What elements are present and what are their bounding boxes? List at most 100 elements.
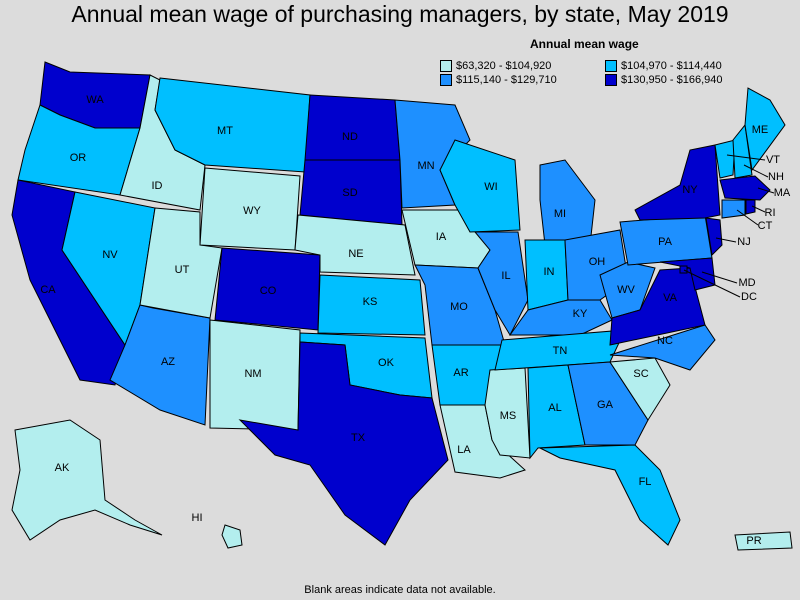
label-NE: NE xyxy=(348,248,363,260)
label-AK: AK xyxy=(55,462,70,474)
label-RI: RI xyxy=(765,207,776,219)
state-CT[interactable] xyxy=(721,199,746,219)
label-HI: HI xyxy=(192,512,203,524)
state-WV[interactable] xyxy=(599,261,656,319)
state-NY[interactable] xyxy=(634,144,721,221)
label-KY: KY xyxy=(573,308,588,320)
label-SC: SC xyxy=(633,368,648,380)
label-CT: CT xyxy=(758,220,773,232)
label-NJ: NJ xyxy=(737,236,750,248)
label-WV: WV xyxy=(617,284,635,296)
state-VT[interactable] xyxy=(714,139,736,179)
legend-item-3: $115,140 - $129,710 xyxy=(440,74,605,86)
label-PA: PA xyxy=(658,236,673,248)
label-ND: ND xyxy=(342,131,358,143)
state-ND[interactable] xyxy=(304,94,401,161)
label-WA: WA xyxy=(86,94,104,106)
label-WY: WY xyxy=(243,205,261,217)
label-NY: NY xyxy=(682,184,698,196)
leader-DC xyxy=(683,269,741,298)
legend-swatch-4 xyxy=(605,74,617,86)
label-AR: AR xyxy=(453,367,468,379)
label-NH: NH xyxy=(768,171,784,183)
state-NE[interactable] xyxy=(294,214,416,276)
label-IA: IA xyxy=(436,231,447,243)
label-MD: MD xyxy=(738,277,755,289)
leader-NH xyxy=(743,164,769,178)
label-NV: NV xyxy=(102,249,118,261)
label-CA: CA xyxy=(40,284,56,296)
state-AK[interactable] xyxy=(11,419,163,541)
label-SD: SD xyxy=(342,187,357,199)
legend-swatch-1 xyxy=(440,60,452,72)
map-title: Annual mean wage of purchasing managers,… xyxy=(71,1,729,27)
legend: Annual mean wage $63,320 - $104,920 $104… xyxy=(440,37,790,86)
legend-label-4: $130,950 - $166,940 xyxy=(621,74,723,86)
state-ME[interactable] xyxy=(744,87,786,172)
label-TX: TX xyxy=(351,432,366,444)
label-UT: UT xyxy=(175,264,190,276)
label-PR: PR xyxy=(746,535,761,547)
label-KS: KS xyxy=(363,296,378,308)
label-VT: VT xyxy=(766,154,780,166)
footnote: Blank areas indicate data not available. xyxy=(304,584,496,596)
label-CO: CO xyxy=(260,285,277,297)
label-MT: MT xyxy=(217,125,233,137)
label-NM: NM xyxy=(244,368,261,380)
state-TX[interactable] xyxy=(238,341,449,546)
label-OR: OR xyxy=(70,152,87,164)
state-RI[interactable] xyxy=(745,199,756,215)
state-DC[interactable] xyxy=(679,265,688,274)
label-ID: ID xyxy=(152,180,163,192)
state-NH[interactable] xyxy=(732,123,753,179)
leader-MA xyxy=(757,187,775,194)
label-NC: NC xyxy=(657,335,673,347)
label-MO: MO xyxy=(450,301,468,313)
label-IL: IL xyxy=(501,270,510,282)
leader-VT xyxy=(726,154,766,161)
label-OH: OH xyxy=(589,256,606,268)
state-GA[interactable] xyxy=(567,361,649,446)
state-NC[interactable] xyxy=(609,324,716,371)
state-KS[interactable] xyxy=(317,274,426,336)
legend-label-1: $63,320 - $104,920 xyxy=(456,60,552,72)
label-AZ: AZ xyxy=(161,356,175,368)
legend-item-4: $130,950 - $166,940 xyxy=(605,74,775,86)
state-FL[interactable] xyxy=(539,444,681,546)
label-OK: OK xyxy=(378,357,395,369)
legend-item-1: $63,320 - $104,920 xyxy=(440,60,605,72)
label-LA: LA xyxy=(457,444,471,456)
label-DC: DC xyxy=(741,291,757,303)
label-MA: MA xyxy=(774,187,791,199)
legend-item-2: $104,970 - $114,440 xyxy=(605,60,775,72)
state-IL[interactable] xyxy=(473,231,529,337)
leader-NJ xyxy=(715,237,737,243)
state-MI[interactable] xyxy=(539,159,596,246)
legend-title: Annual mean wage xyxy=(530,37,639,51)
label-MI: MI xyxy=(554,208,566,220)
label-VA: VA xyxy=(663,292,678,304)
label-IN: IN xyxy=(544,266,555,278)
label-MS: MS xyxy=(500,410,517,422)
label-GA: GA xyxy=(597,399,614,411)
label-WI: WI xyxy=(484,181,497,193)
label-FL: FL xyxy=(639,476,652,488)
state-SC[interactable] xyxy=(609,357,671,421)
state-HI[interactable] xyxy=(221,524,243,549)
leader-MD xyxy=(701,271,738,284)
legend-label-3: $115,140 - $129,710 xyxy=(456,74,557,86)
label-MN: MN xyxy=(417,160,434,172)
state-WI[interactable] xyxy=(439,139,521,233)
state-AL[interactable] xyxy=(527,364,586,460)
leader-CT xyxy=(736,209,759,226)
state-MA[interactable] xyxy=(719,175,771,201)
label-TN: TN xyxy=(553,345,568,357)
state-PR[interactable] xyxy=(734,531,793,551)
label-ME: ME xyxy=(752,124,769,136)
label-AL: AL xyxy=(548,402,561,414)
legend-label-2: $104,970 - $114,440 xyxy=(621,60,722,72)
legend-swatch-3 xyxy=(440,74,452,86)
state-NJ[interactable] xyxy=(705,217,723,257)
state-AZ[interactable] xyxy=(109,304,211,426)
